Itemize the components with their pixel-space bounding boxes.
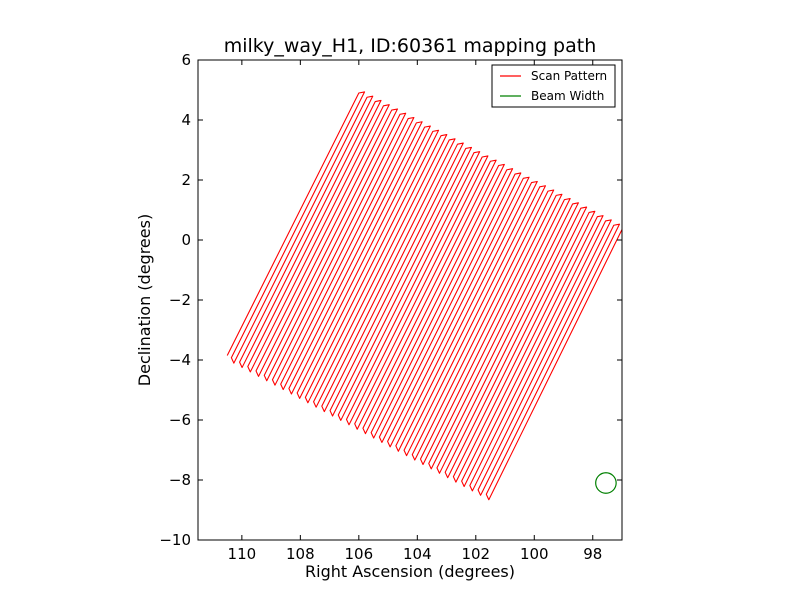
- legend: Scan Pattern Beam Width: [491, 64, 616, 108]
- x-tick-label: 98: [583, 545, 602, 563]
- legend-scan-pattern-label: Scan Pattern: [531, 69, 607, 83]
- x-tick-label: 110: [228, 545, 257, 563]
- beam-width-circle: [595, 472, 617, 494]
- x-tick-label: 102: [461, 545, 490, 563]
- y-tick-label: −4: [169, 351, 191, 369]
- x-tick-label: 108: [286, 545, 315, 563]
- y-tick-label: −10: [159, 531, 191, 549]
- x-tick-label: 104: [403, 545, 432, 563]
- y-axis-label: Declination (degrees): [135, 214, 154, 386]
- legend-box: [491, 64, 616, 108]
- legend-beam-width-label: Beam Width: [531, 89, 604, 103]
- y-tick-label: 6: [181, 51, 191, 69]
- y-tick-label: −2: [169, 291, 191, 309]
- y-tick-label: −6: [169, 411, 191, 429]
- y-tick-label: 4: [181, 111, 191, 129]
- y-tick-label: −8: [169, 471, 191, 489]
- y-tick-label: 0: [181, 231, 191, 249]
- scan-pattern-line: [226, 91, 622, 501]
- x-axis-label: Right Ascension (degrees): [305, 562, 515, 581]
- x-tick-label: 100: [520, 545, 549, 563]
- x-tick-label: 106: [345, 545, 374, 563]
- chart-title: milky_way_H1, ID:60361 mapping path: [224, 35, 597, 57]
- y-tick-label: 2: [181, 171, 191, 189]
- plot-area: 110 108 106 104 102 100 98 6 4 2 0 −2 −4 −6 −8 −10: [159, 51, 623, 563]
